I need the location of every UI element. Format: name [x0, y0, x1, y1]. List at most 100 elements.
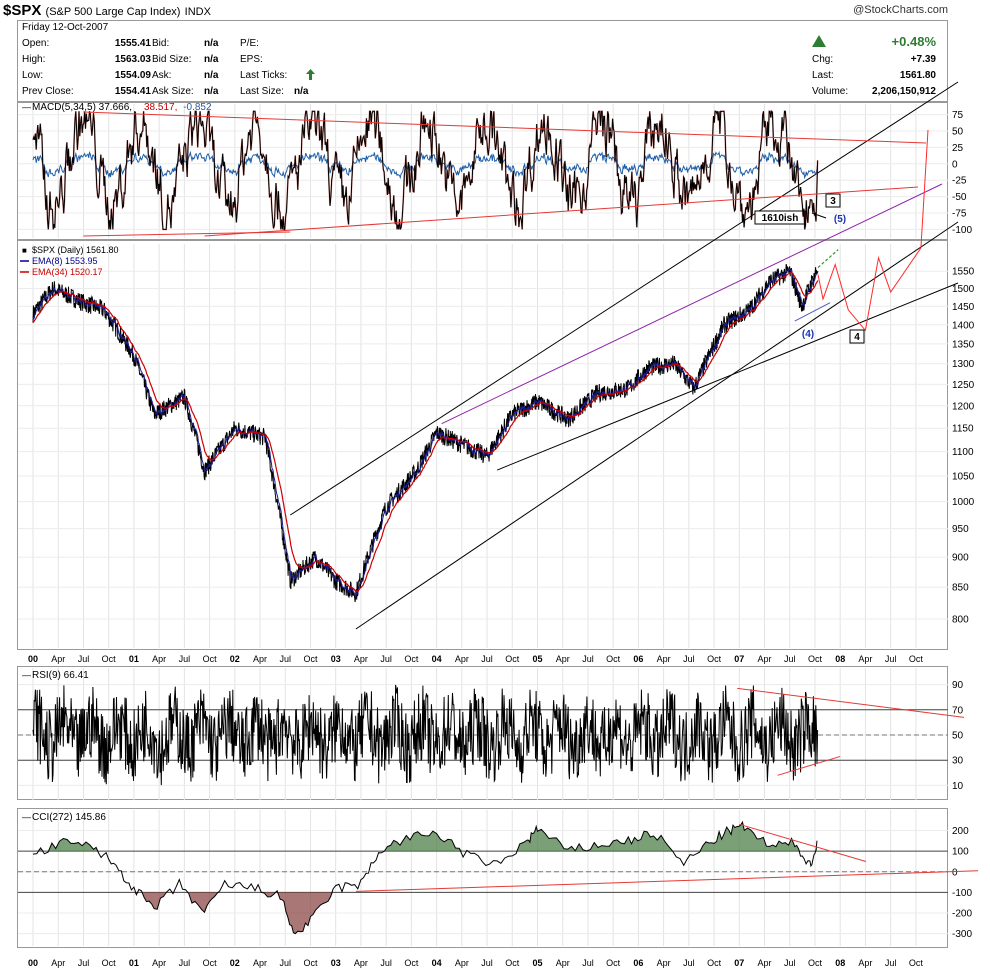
- price-tick-label: 1300: [952, 359, 975, 370]
- ask-label: Ask:: [152, 70, 172, 81]
- x-tick-label: 07: [734, 654, 744, 664]
- x-tick-label: Apr: [556, 958, 570, 968]
- projection-dashed-line: [817, 249, 839, 268]
- x-tick-label: 06: [633, 654, 643, 664]
- ask-value: n/a: [204, 70, 219, 81]
- x-tick-label: 00: [28, 654, 38, 664]
- index-name: (S&P 500 Large Cap Index): [45, 6, 181, 18]
- x-tick-label: Oct: [102, 958, 117, 968]
- x-tick-label: Apr: [253, 958, 267, 968]
- price-tick-label: 950: [952, 524, 969, 535]
- high-label: High:: [22, 54, 46, 65]
- copyright-link[interactable]: @StockCharts.com: [853, 4, 948, 16]
- macd-tick-label: 0: [952, 159, 958, 170]
- up-tick-icon: [306, 69, 315, 83]
- eps-label: EPS:: [240, 54, 263, 65]
- x-tick-label: Oct: [303, 958, 318, 968]
- volume-label: Volume:: [812, 86, 849, 97]
- price-legend-item: EMA(34) 1520.17: [32, 267, 103, 277]
- legend-swatch: —: [22, 102, 31, 112]
- x-tick-label: 01: [129, 958, 139, 968]
- rsi-tick-label: 90: [952, 680, 964, 691]
- macd-base-line: [83, 231, 291, 237]
- x-tick-label: Oct: [707, 958, 722, 968]
- x-tick-label: Jul: [582, 958, 594, 968]
- x-tick-label: Apr: [152, 958, 166, 968]
- x-tick-label: Jul: [380, 654, 392, 664]
- macd-legend-item: MACD(5,34,5) 37.666,: [32, 102, 132, 113]
- x-tick-label: Jul: [279, 654, 291, 664]
- x-tick-label: Oct: [303, 654, 318, 664]
- x-tick-label: Oct: [808, 654, 823, 664]
- macd-support-line: [204, 186, 919, 237]
- macd-resistance-line: [83, 111, 927, 144]
- x-tick-label: Oct: [606, 958, 621, 968]
- legend-swatch: —: [22, 670, 31, 680]
- ema8-line: [32, 267, 819, 598]
- x-tick-label: 00: [28, 958, 38, 968]
- price-tick-label: 1450: [952, 302, 975, 313]
- x-tick-label: 05: [532, 654, 542, 664]
- bid-size-label: Bid Size:: [152, 54, 192, 65]
- price-tick-label: 1050: [952, 472, 975, 483]
- x-tick-label: Jul: [179, 654, 191, 664]
- macd-legend-item: 38.517,: [144, 102, 177, 113]
- x-tick-label: Jul: [885, 958, 897, 968]
- channel-upper-line: [290, 81, 959, 516]
- price-legend-item: EMA(8) 1553.95: [32, 256, 98, 266]
- x-tick-label: Apr: [758, 958, 772, 968]
- x-tick-label: Jul: [885, 654, 897, 664]
- price-tick-label: 800: [952, 615, 969, 626]
- x-tick-label: Oct: [505, 958, 520, 968]
- ask-size-label: Ask Size:: [152, 86, 194, 97]
- x-tick-label: Jul: [784, 654, 796, 664]
- ema34-line: [32, 271, 819, 593]
- x-tick-label: Jul: [279, 958, 291, 968]
- bid-value: n/a: [204, 38, 219, 49]
- cci-line: [32, 820, 818, 935]
- macd-legend-item: -0.852: [183, 102, 212, 113]
- rsi-tick-label: 50: [952, 731, 964, 742]
- x-tick-label: Apr: [657, 654, 671, 664]
- x-tick-label: Jul: [683, 958, 695, 968]
- wave-4-label: 4: [854, 332, 860, 343]
- price-series-line: [32, 263, 819, 603]
- wave-3-label-box: [825, 193, 841, 208]
- last-size-label: Last Size:: [240, 86, 284, 97]
- rsi-resistance-line: [737, 687, 965, 718]
- macd-tick-label: -100: [952, 225, 972, 236]
- channel-lower-line: [355, 221, 959, 630]
- volume-value: 2,206,150,912: [872, 86, 936, 97]
- price-panel: [17, 240, 948, 650]
- cci-support-line: [355, 870, 979, 892]
- x-tick-label: Oct: [404, 958, 419, 968]
- macd-tick-label: 75: [952, 110, 964, 121]
- x-tick-label: 01: [129, 654, 139, 664]
- rsi-support-line: [777, 755, 841, 776]
- price-tick-label: 900: [952, 553, 969, 564]
- low-value: 1554.09: [114, 70, 151, 81]
- prev-close-label: Prev Close:: [22, 86, 74, 97]
- x-tick-label: 04: [432, 654, 442, 664]
- cci-tick-label: -300: [952, 929, 972, 940]
- purple-trend-line: [441, 183, 943, 425]
- blue-trend-line: [794, 302, 831, 322]
- x-tick-label: Oct: [909, 654, 924, 664]
- x-tick-label: Oct: [203, 958, 218, 968]
- x-tick-label: 07: [734, 958, 744, 968]
- x-tick-label: Apr: [455, 654, 469, 664]
- price-tick-label: 850: [952, 583, 969, 594]
- cci-legend: CCI(272) 145.86: [32, 812, 106, 823]
- macd-tick-label: 50: [952, 126, 964, 137]
- cci-tick-label: 100: [952, 847, 969, 858]
- cci-resistance-line: [739, 823, 867, 862]
- up-triangle-icon: [812, 35, 826, 50]
- high-value: 1563.03: [114, 54, 151, 65]
- legend-swatch: ■: [22, 246, 27, 255]
- macd-tick-label: -25: [952, 176, 967, 187]
- cci-tick-label: -100: [952, 888, 972, 899]
- x-tick-label: Apr: [51, 654, 65, 664]
- x-tick-label: Oct: [404, 654, 419, 664]
- wave-4-marker: (4): [802, 329, 814, 340]
- legend-swatch: —: [22, 812, 31, 822]
